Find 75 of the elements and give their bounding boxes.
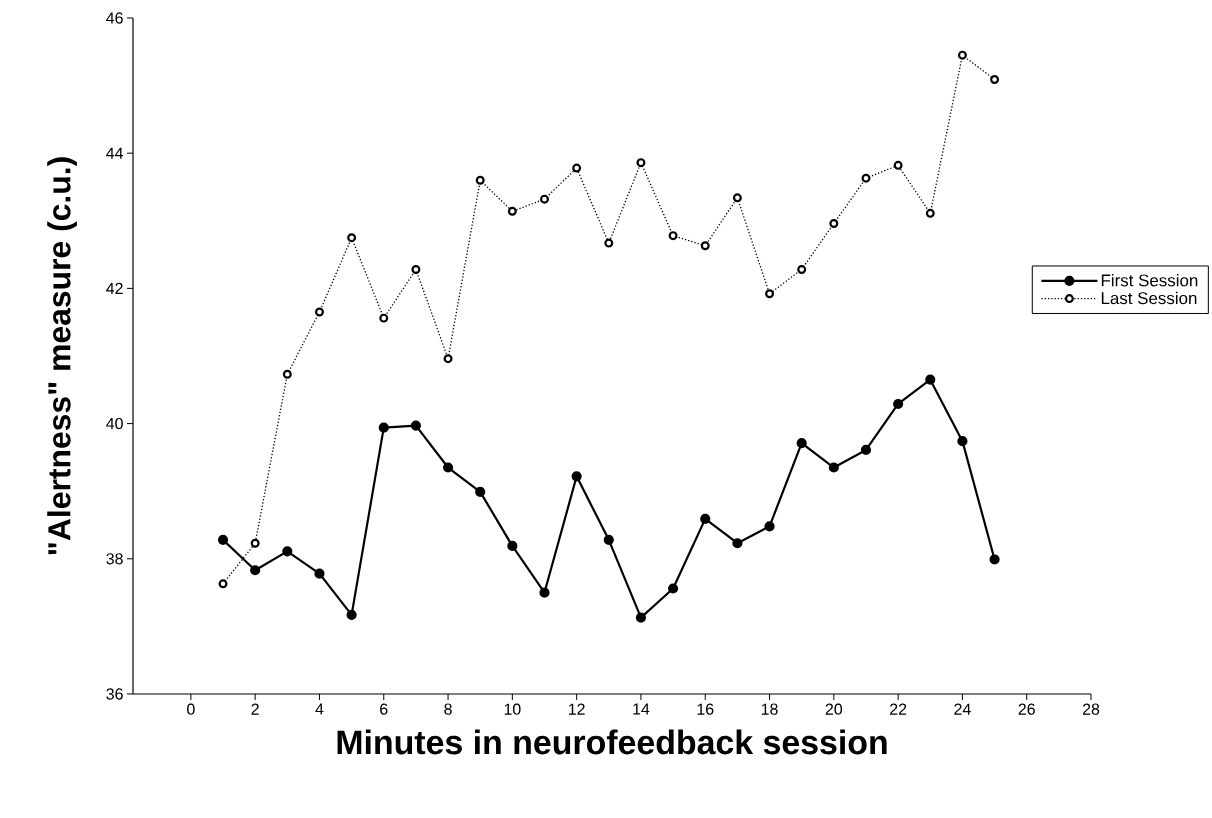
point	[218, 579, 228, 589]
point	[765, 289, 775, 299]
x-tick-label: 4	[315, 703, 324, 715]
point	[732, 538, 743, 549]
x-tick-label: 2	[251, 703, 259, 715]
point	[635, 612, 647, 623]
x-axis-title: Minutes in neurofeedback session	[337, 729, 887, 755]
point	[347, 233, 357, 243]
point	[378, 422, 389, 433]
x-tick-label: 18	[761, 703, 778, 715]
point	[540, 194, 549, 204]
x-tick-label: 12	[569, 703, 585, 715]
x-tick-label: 26	[1018, 703, 1035, 715]
point	[217, 534, 229, 545]
point	[893, 398, 904, 410]
point	[861, 173, 871, 183]
point	[443, 354, 453, 364]
point	[957, 436, 968, 447]
point	[925, 374, 936, 385]
point	[475, 175, 485, 185]
point	[379, 313, 389, 323]
x-tick-label: 10	[504, 703, 521, 715]
point	[797, 264, 807, 274]
point	[732, 193, 742, 203]
point	[346, 609, 357, 620]
point	[700, 241, 710, 251]
point	[571, 471, 582, 482]
point	[860, 444, 872, 456]
legend-label: First Session	[1101, 273, 1198, 287]
y-tick-label: 40	[106, 417, 123, 430]
point	[572, 163, 582, 173]
point	[250, 538, 260, 548]
point	[989, 554, 1000, 565]
point	[925, 208, 935, 218]
x-tick-label: 8	[444, 703, 452, 715]
point	[539, 587, 550, 598]
y-tick-label: 38	[106, 553, 123, 565]
point	[507, 540, 518, 552]
point	[828, 462, 839, 473]
point	[668, 583, 679, 594]
point	[829, 219, 839, 228]
point	[282, 369, 292, 379]
y-tick-label: 36	[106, 688, 123, 700]
point	[700, 513, 711, 524]
point	[410, 420, 421, 431]
point	[957, 50, 967, 60]
point	[893, 160, 903, 170]
point	[796, 438, 807, 449]
x-tick-label: 0	[187, 703, 195, 715]
point	[475, 486, 486, 497]
point	[282, 546, 293, 557]
point	[442, 462, 454, 473]
point	[314, 307, 324, 317]
point	[250, 565, 261, 576]
point	[314, 568, 325, 579]
x-tick-label: 20	[825, 703, 843, 715]
point	[668, 231, 678, 241]
x-tick-label: 16	[697, 703, 714, 715]
point	[604, 238, 614, 248]
y-tick-label: 44	[106, 147, 124, 159]
x-tick-label: 6	[380, 703, 388, 715]
point	[603, 534, 614, 545]
x-tick-label: 14	[633, 703, 650, 715]
y-tick-label: 46	[106, 12, 123, 24]
x-tick-label: 22	[890, 703, 907, 715]
point	[636, 158, 646, 168]
point	[411, 264, 421, 274]
y-tick-label: 42	[106, 282, 123, 294]
legend-label: Last Session	[1101, 291, 1197, 305]
point	[764, 521, 775, 532]
point	[990, 75, 1000, 84]
point	[507, 206, 517, 216]
y-axis-title: "Alertness" measure (c.u.)	[47, 157, 77, 555]
x-tick-label: 28	[1082, 703, 1100, 715]
x-tick-label: 24	[954, 703, 971, 715]
